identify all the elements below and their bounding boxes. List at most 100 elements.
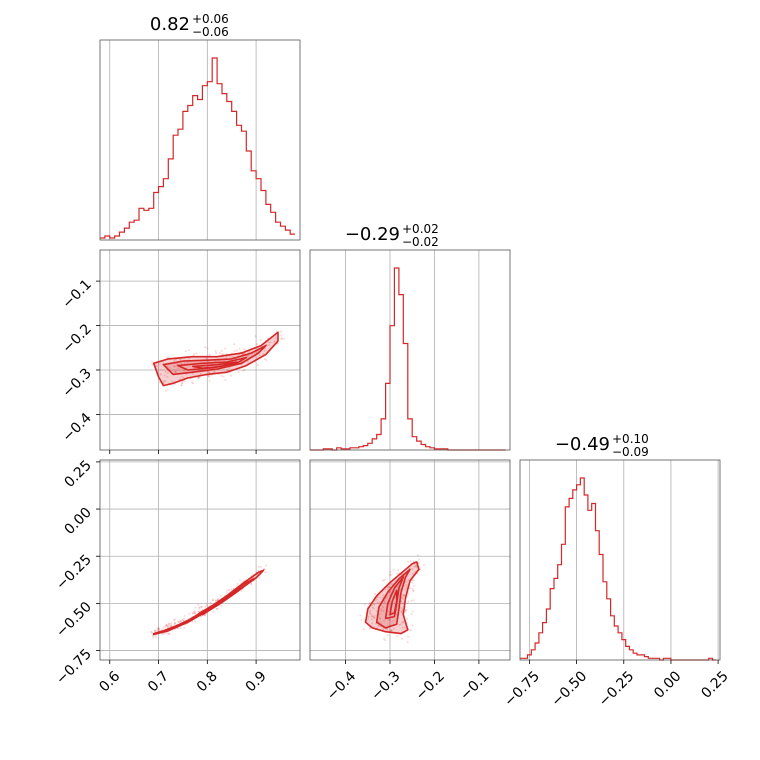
joint-panel-2-1-point [401, 609, 404, 612]
joint-panel-2-1-point [401, 602, 404, 605]
joint-panel-2-1-point [371, 618, 373, 621]
joint-panel-1-0-point [273, 339, 276, 342]
joint-panel-2-1-point [387, 585, 390, 588]
joint-panel-2-0-point [179, 619, 182, 622]
joint-panel-2-1-point [396, 635, 399, 637]
joint-panel-2-0-point [165, 624, 168, 627]
joint-panel-2-0-point [197, 610, 200, 613]
joint-panel-1-0-border [99, 249, 301, 451]
joint-panel-2-0-point [162, 626, 165, 629]
joint-panel-2-1-point [383, 619, 385, 622]
joint-panel-1-0-point [242, 370, 245, 372]
joint-panel-1-0-point [225, 356, 227, 359]
joint-panel-2-1-point [381, 628, 384, 631]
joint-panel-2-1-point [378, 613, 381, 615]
ytick-label-2-0: −0.75 [53, 646, 95, 688]
joint-panel-2-1-point [388, 573, 391, 576]
joint-panel-2-0-point [155, 636, 157, 638]
joint-panel-1-0-point [208, 375, 211, 378]
joint-panel-2-0-point [204, 605, 207, 608]
joint-panel-2-1-point [382, 609, 385, 612]
joint-panel-1-0-point [233, 350, 236, 352]
joint-panel-2-0-point [259, 565, 262, 568]
joint-panel-2-0-point [191, 620, 194, 623]
joint-panel-1-0-point [183, 369, 186, 372]
ytick-label-1-2: −0.2 [59, 321, 94, 356]
joint-panel-1-0-point [164, 380, 167, 383]
joint-panel-1-0-point [220, 374, 223, 377]
joint-panel-2-1-point [414, 565, 417, 568]
joint-panel-1-0-point [164, 389, 167, 392]
title-0-value: 0.82 [150, 14, 190, 35]
joint-panel-1-0-point [188, 357, 191, 360]
joint-panel-1-0-point [279, 330, 282, 333]
joint-panel-2-1-border [309, 459, 511, 661]
joint-panel-2-1-point [407, 635, 409, 638]
joint-panel-2-0-point [154, 629, 156, 632]
joint-panel-2-1-point [403, 626, 406, 629]
joint-panel-1-0-point [243, 368, 246, 371]
joint-panel-1-0-contour-3 [191, 361, 238, 369]
joint-panel-1-0-point [213, 370, 215, 373]
joint-panel-1-0-point [191, 381, 193, 384]
joint-panel-1-0-point [215, 352, 218, 355]
joint-panel-2-1-point [402, 620, 405, 623]
joint-panel-1-0-point [151, 363, 154, 366]
joint-panel-1-0-point [224, 347, 227, 350]
joint-panel-1-0-point [228, 366, 231, 369]
joint-panel-2-0-point [264, 571, 267, 574]
joint-panel-2-0-point [150, 631, 153, 634]
joint-panel-1-0-point [204, 346, 207, 349]
joint-panel-2-0-point [194, 606, 197, 609]
joint-panel-2-1-point [372, 607, 375, 610]
joint-panel-2-0-point [166, 623, 168, 626]
joint-panel-2-1-point [412, 599, 415, 602]
joint-panel-2-0-point [219, 594, 222, 597]
title-2-plus: +0.10 [612, 432, 649, 446]
joint-panel-2-0-point [220, 605, 223, 608]
joint-panel-2-1-point [390, 582, 393, 585]
ytick-label-2-2: −0.25 [53, 552, 95, 594]
titles-layer: 0.82 +0.06−0.06−0.29 +0.02−0.02−0.49 +0.10−… [150, 12, 649, 459]
joint-panel-2-1-contour-2 [384, 576, 405, 620]
joint-panel-2-1-point [400, 607, 403, 610]
joint-panel-2-1-point [412, 572, 414, 575]
joint-panel-2-0-point [193, 612, 196, 615]
joint-panel-1-0-point [175, 365, 178, 368]
joint-panel-1-0-point [274, 337, 277, 340]
title-1-value: −0.29 [345, 224, 400, 245]
joint-panel-2-1-point [387, 586, 389, 589]
joint-panel-2-1-point [380, 610, 383, 612]
joint-panel-2-1-point [400, 610, 403, 613]
joint-panel-2-0-background [100, 460, 300, 660]
joint-panel-2-0-point [183, 615, 186, 617]
joint-panel-1-0-point [207, 374, 210, 377]
joint-panel-1-0-point [197, 376, 200, 379]
joint-panel-2-1-point [402, 594, 405, 597]
ytick-label-2-3: 0.00 [61, 505, 94, 538]
joint-panel-2-1-point [373, 616, 376, 619]
joint-panel-2-1-point [401, 626, 404, 629]
joint-panel-1-0-point [181, 381, 184, 384]
joint-panel-2-0 [96, 459, 301, 664]
joint-panel-2-0-point [211, 598, 214, 601]
joint-panel-2-1-point [387, 613, 390, 616]
title-2-value: −0.49 [555, 434, 610, 455]
joint-panel-2-1-point [399, 606, 402, 609]
joint-panel-2-0-point [174, 621, 176, 624]
joint-panel-2-0-point [170, 622, 173, 625]
joint-panel-1-0-point [263, 358, 266, 361]
joint-panel-2-0-point [239, 579, 242, 582]
title-1-plus: +0.02 [402, 222, 439, 236]
joint-panel-2-0-point [204, 614, 206, 617]
joint-panel-2-0-point [215, 607, 218, 610]
joint-panel-2-1-point [402, 621, 405, 624]
xtick-label-0-3: 0.9 [243, 668, 270, 695]
joint-panel-2-1-point [382, 606, 385, 608]
hist-panel-2-border [519, 459, 721, 661]
joint-panel-2-0-point [152, 636, 155, 639]
joint-panel-1-0-point [195, 352, 198, 355]
joint-panel-2-1-point [406, 602, 409, 605]
joint-panel-2-1-point [413, 584, 415, 587]
xtick-label-2-1: −0.50 [549, 668, 591, 710]
